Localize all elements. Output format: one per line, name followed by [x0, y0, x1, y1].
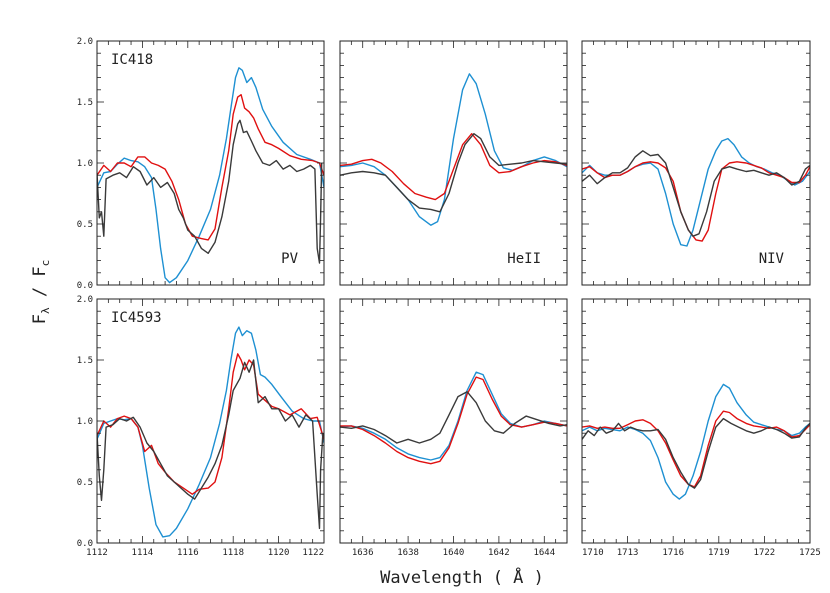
x-tick-label: 1719	[708, 548, 730, 558]
y-axis-title-sep: / F	[30, 266, 50, 307]
star-label: IC4593	[111, 310, 162, 326]
y-tick-label: 1.0	[77, 417, 93, 427]
x-tick-label: 1114	[132, 548, 154, 558]
x-tick-label: 1636	[352, 548, 374, 558]
series-line-blue	[97, 326, 324, 538]
y-axis-title: Fλ / Fc	[30, 260, 52, 324]
series-line-blue	[582, 383, 810, 500]
series-line-black	[582, 417, 810, 489]
ion-label: NIV	[759, 251, 785, 267]
x-tick-label: 1644	[533, 548, 555, 558]
panel-ic4593-heii: 1636 1638 1640 1642 1644	[339, 298, 568, 558]
x-tick-label: 1116	[177, 548, 199, 558]
x-tick-label: 1713	[617, 548, 639, 558]
panel-frame	[581, 298, 811, 544]
x-tick-label: 1722	[754, 548, 776, 558]
y-tick-label: 1.5	[77, 98, 93, 108]
panel-ic418-heii: HeII	[339, 40, 568, 286]
y-tick-label: 2.0	[77, 295, 93, 305]
series-group	[340, 73, 567, 226]
panel-ic4593-niv: 1710 1713 1716 1719 1722 1725	[581, 298, 821, 558]
y-axis-title-main: F	[30, 314, 50, 324]
panel-ic418-niv: NIV	[581, 40, 811, 286]
x-tick-label: 1640	[443, 548, 465, 558]
series-group	[97, 67, 324, 284]
series-line-red	[340, 376, 567, 465]
panel-frame	[339, 298, 568, 544]
x-tick-label: 1725	[799, 548, 821, 558]
series-line-blue	[582, 137, 810, 247]
y-tick-label: 0.0	[77, 281, 93, 291]
panel-grid: 0.0 0.5 1.0 1.5 2.0 IC418 PV HeII NIV 0.0 0.5 1.0 1.…	[77, 37, 821, 558]
series-line-black	[340, 391, 567, 444]
panel-ic418-pv: 0.0 0.5 1.0 1.5 2.0 IC418 PV	[77, 37, 325, 291]
series-line-red	[582, 161, 810, 242]
x-tick-label: 1120	[268, 548, 290, 558]
y-tick-label: 1.0	[77, 159, 93, 169]
x-tick-label: 1112	[86, 548, 108, 558]
x-tick-label: 1710	[582, 548, 604, 558]
x-tick-label: 1638	[397, 548, 419, 558]
panel-frame	[96, 298, 325, 544]
ion-label: HeII	[507, 251, 541, 267]
x-tick-label: 1716	[662, 548, 684, 558]
y-tick-label: 2.0	[77, 37, 93, 47]
y-tick-label: 1.5	[77, 356, 93, 366]
x-tick-label: 1118	[222, 548, 244, 558]
series-group	[340, 371, 567, 465]
series-line-blue	[340, 371, 567, 461]
star-label: IC418	[111, 52, 153, 68]
x-axis-title: Wavelength ( Å )	[380, 566, 544, 588]
series-line-black	[340, 133, 567, 213]
series-line-red	[97, 94, 324, 241]
panel-ic4593-pv: 0.0 0.5 1.0 1.5 2.0 1112 1114 1116 1118 1120 1122 I…	[77, 295, 325, 558]
panel-frame	[581, 40, 811, 286]
y-axis-title-sub1: λ	[39, 307, 52, 314]
y-tick-label: 0.5	[77, 220, 93, 230]
series-line-red	[582, 410, 810, 488]
series-line-blue	[97, 67, 324, 284]
series-group	[582, 383, 810, 500]
x-tick-label: 1642	[488, 548, 510, 558]
series-group	[97, 326, 324, 538]
y-tick-label: 0.0	[77, 539, 93, 549]
series-line-blue	[340, 73, 567, 226]
series-line-black	[582, 150, 810, 237]
y-axis-title-sub2: c	[39, 260, 52, 267]
y-tick-label: 0.5	[77, 478, 93, 488]
ion-label: PV	[281, 251, 298, 267]
x-tick-label: 1122	[302, 548, 324, 558]
series-line-red	[340, 133, 567, 201]
series-line-black	[97, 119, 323, 264]
series-line-red	[97, 353, 324, 495]
series-line-black	[97, 359, 324, 530]
series-group	[582, 137, 810, 247]
